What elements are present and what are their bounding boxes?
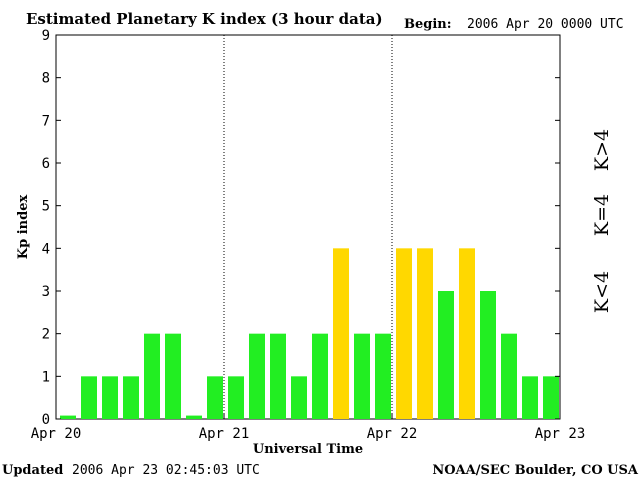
kp-bar xyxy=(375,333,391,419)
kp-bar xyxy=(102,376,118,419)
y-axis-label: Kp index xyxy=(16,195,31,260)
legend-k-above-4: K>4 xyxy=(591,129,613,171)
kp-bar xyxy=(354,333,370,419)
y-tick-label: 1 xyxy=(42,369,50,385)
legend-k-below-4: K<4 xyxy=(591,271,613,313)
y-tick-label: 8 xyxy=(42,71,50,87)
credit-text: NOAA/SEC Boulder, CO USA xyxy=(432,463,639,478)
x-tick-label: Apr 22 xyxy=(367,426,418,442)
plot-frame xyxy=(55,34,561,420)
x-tick-label: Apr 21 xyxy=(199,426,250,442)
legend-k-equal-4: K=4 xyxy=(591,194,613,236)
kp-bar xyxy=(270,333,286,419)
kp-bar xyxy=(480,291,496,419)
day-separators xyxy=(223,35,393,419)
kp-bar xyxy=(228,376,244,419)
kp-bar xyxy=(438,291,454,419)
kp-bar xyxy=(291,376,307,419)
kp-bar xyxy=(249,333,265,419)
bars-group xyxy=(60,248,559,419)
kp-bar xyxy=(333,248,349,419)
y-tick-label: 6 xyxy=(42,156,50,172)
updated-value: 2006 Apr 23 02:45:03 UTC xyxy=(72,463,260,478)
kp-bar xyxy=(81,376,97,419)
begin-label: Begin: xyxy=(404,17,452,32)
kp-bar xyxy=(459,248,475,419)
kp-bar xyxy=(396,248,412,419)
kp-bar xyxy=(144,333,160,419)
kp-bar xyxy=(522,376,538,419)
kp-bar xyxy=(312,333,328,419)
x-tick-label: Apr 20 xyxy=(31,426,82,442)
kp-bar xyxy=(123,376,139,419)
kp-bar xyxy=(60,415,76,419)
begin-value: 2006 Apr 20 0000 UTC xyxy=(467,17,624,32)
x-tick-label: Apr 23 xyxy=(535,426,586,442)
x-axis-label: Universal Time xyxy=(253,442,363,457)
chart-title: Estimated Planetary K index (3 hour data… xyxy=(26,10,383,28)
y-tick-label: 5 xyxy=(42,199,50,215)
y-tick-label: 9 xyxy=(42,28,50,44)
y-axis: 0 1 2 3 4 5 6 7 8 9 xyxy=(42,28,560,428)
kp-bar xyxy=(165,333,181,419)
kp-bar xyxy=(417,248,433,419)
y-tick-label: 0 xyxy=(42,412,50,428)
y-tick-label: 2 xyxy=(42,327,50,343)
y-tick-label: 3 xyxy=(42,284,50,300)
y-tick-label: 4 xyxy=(42,241,50,257)
x-axis: Apr 20 Apr 21 Apr 22 Apr 23 xyxy=(31,414,586,442)
updated-label: Updated xyxy=(2,463,63,478)
kp-bar xyxy=(186,415,202,419)
kp-bar xyxy=(207,376,223,419)
kp-bar xyxy=(501,333,517,419)
y-tick-label: 7 xyxy=(42,113,50,129)
kp-bar xyxy=(543,376,559,419)
